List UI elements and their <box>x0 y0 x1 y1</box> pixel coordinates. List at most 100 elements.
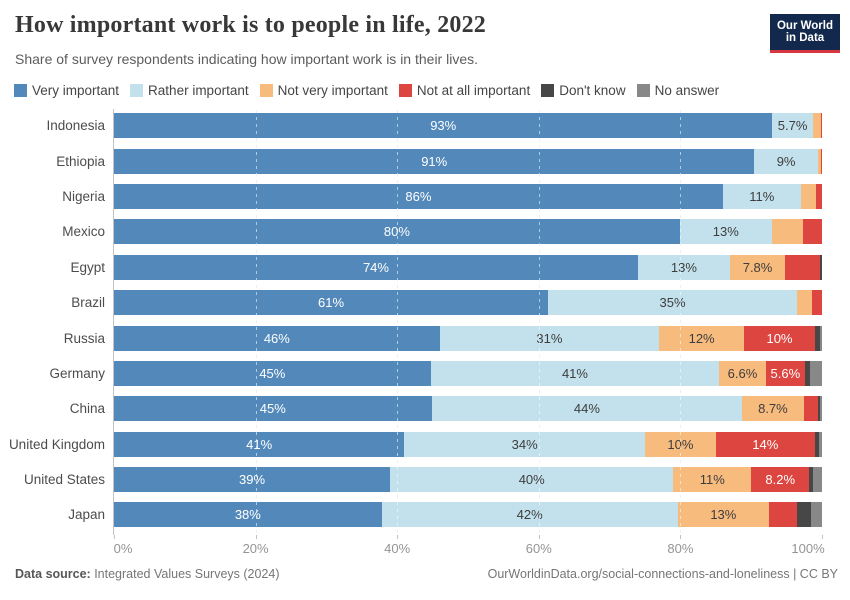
y-axis-line <box>113 109 114 535</box>
legend-item-rather-important[interactable]: Rather important <box>130 83 249 98</box>
segment-value-label: 41% <box>246 436 273 452</box>
segment-don-t-know[interactable] <box>796 502 812 528</box>
segment-rather-important[interactable]: 13% <box>679 219 772 245</box>
segment-not-very-important[interactable]: 10% <box>644 431 716 457</box>
segment-very-important[interactable]: 93% <box>114 113 773 139</box>
segment-value-label: 46% <box>263 330 290 346</box>
segment-not-at-all-important[interactable] <box>812 290 822 316</box>
segment-not-very-important[interactable] <box>800 183 817 209</box>
legend-swatch-very-important <box>14 84 27 97</box>
segment-not-very-important[interactable]: 13% <box>677 502 770 528</box>
segment-not-very-important[interactable]: 8.7% <box>742 396 804 422</box>
segment-don-t-know[interactable] <box>814 325 820 351</box>
segment-not-very-important[interactable] <box>812 113 821 139</box>
segment-don-t-know[interactable] <box>805 360 810 386</box>
segment-rather-important[interactable]: 9% <box>754 148 818 174</box>
segment-not-very-important[interactable]: 7.8% <box>729 254 786 280</box>
segment-value-label: 44% <box>573 401 600 417</box>
chart-row-nigeria: Nigeria 86% 11% <box>0 179 850 214</box>
segment-rather-important[interactable]: 13% <box>637 254 730 280</box>
segment-value-label: 34% <box>511 436 538 452</box>
owid-logo[interactable]: Our World in Data <box>770 14 840 53</box>
segment-very-important[interactable]: 41% <box>114 431 405 457</box>
legend-item-don-t-know[interactable]: Don't know <box>541 83 626 98</box>
segment-value-label: 91% <box>421 153 448 169</box>
segment-not-at-all-important[interactable] <box>803 396 818 422</box>
segment-not-very-important[interactable]: 12% <box>659 325 745 351</box>
segment-value-label: 80% <box>383 224 410 240</box>
segment-very-important[interactable]: 80% <box>114 219 680 245</box>
segment-rather-important[interactable]: 5.7% <box>772 113 813 139</box>
segment-not-at-all-important[interactable] <box>816 183 822 209</box>
country-label: Germany <box>49 365 105 381</box>
segment-value-label: 13% <box>710 507 737 523</box>
segment-not-at-all-important[interactable]: 8.2% <box>751 467 810 493</box>
segment-don-t-know[interactable] <box>814 431 820 457</box>
segment-not-at-all-important[interactable] <box>785 254 820 280</box>
country-label: Ethiopia <box>56 153 105 169</box>
owid-url-license[interactable]: OurWorldinData.org/social-connections-an… <box>487 567 838 581</box>
country-label: Mexico <box>62 224 105 240</box>
chart-row-indonesia: Indonesia 93% 5.7% <box>0 108 850 143</box>
segment-not-at-all-important[interactable]: 10% <box>744 325 815 351</box>
segment-value-label: 11% <box>699 472 725 488</box>
segment-not-very-important[interactable]: 11% <box>673 467 752 493</box>
legend-item-not-very-important[interactable]: Not very important <box>259 83 388 98</box>
segment-no-answer[interactable] <box>819 325 822 351</box>
chart-rows: Indonesia 93% 5.7% Ethiopia 91% 9% Nigeria 86% 1… <box>0 108 850 533</box>
page-title: How important work is to people in life,… <box>15 12 486 38</box>
legend-label: Don't know <box>559 83 626 98</box>
segment-don-t-know[interactable] <box>809 467 814 493</box>
x-tick-label-0: 0% <box>113 541 133 556</box>
bar-egypt: 74% 13% 7.8% <box>114 254 822 280</box>
segment-value-label: 38% <box>234 507 261 523</box>
segment-value-label: 45% <box>259 401 286 417</box>
legend-swatch-no-answer <box>636 84 650 97</box>
segment-value-label: 31% <box>536 330 563 346</box>
segment-don-t-know[interactable] <box>819 254 822 280</box>
segment-very-important[interactable]: 39% <box>114 467 391 493</box>
segment-no-answer[interactable] <box>810 360 822 386</box>
segment-not-at-all-important[interactable] <box>820 148 822 174</box>
legend-item-no-answer[interactable]: No answer <box>636 83 719 98</box>
segment-not-very-important[interactable]: 6.6% <box>719 360 766 386</box>
segment-very-important[interactable]: 45% <box>114 360 431 386</box>
legend-item-very-important[interactable]: Very important <box>14 83 119 98</box>
segment-value-label: 39% <box>239 472 266 488</box>
x-tick-60 <box>538 535 540 539</box>
segment-very-important[interactable]: 91% <box>114 148 755 174</box>
segment-not-at-all-important[interactable] <box>769 502 797 528</box>
segment-very-important[interactable]: 86% <box>114 183 723 209</box>
segment-rather-important[interactable]: 41% <box>430 360 720 386</box>
segment-not-very-important[interactable] <box>771 219 803 245</box>
segment-no-answer[interactable] <box>819 396 822 422</box>
segment-rather-important[interactable]: 40% <box>390 467 674 493</box>
segment-very-important[interactable]: 38% <box>114 502 382 528</box>
segment-rather-important[interactable]: 35% <box>548 290 798 316</box>
segment-very-important[interactable]: 74% <box>114 254 638 280</box>
segment-not-at-all-important[interactable] <box>802 219 822 245</box>
segment-no-answer[interactable] <box>819 431 822 457</box>
bar-russia: 46% 31% 12% 10% <box>114 325 822 351</box>
legend-item-not-at-all-important[interactable]: Not at all important <box>398 83 530 98</box>
segment-not-very-important[interactable] <box>797 290 813 316</box>
x-tick-label-20: 20% <box>242 541 269 556</box>
segment-not-very-important[interactable] <box>817 148 821 174</box>
segment-not-at-all-important[interactable] <box>820 113 822 139</box>
segment-not-at-all-important[interactable]: 5.6% <box>765 360 806 386</box>
chart-row-ethiopia: Ethiopia 91% 9% <box>0 143 850 178</box>
segment-don-t-know[interactable] <box>817 396 820 422</box>
segment-no-answer[interactable] <box>813 467 822 493</box>
x-tick-label-40: 40% <box>384 541 411 556</box>
segment-very-important[interactable]: 61% <box>114 290 549 316</box>
segment-rather-important[interactable]: 34% <box>404 431 645 457</box>
segment-rather-important[interactable]: 31% <box>439 325 660 351</box>
segment-rather-important[interactable]: 11% <box>722 183 801 209</box>
segment-not-at-all-important[interactable]: 14% <box>715 431 815 457</box>
segment-very-important[interactable]: 45% <box>114 396 432 422</box>
segment-no-answer[interactable] <box>811 502 822 528</box>
segment-rather-important[interactable]: 44% <box>431 396 743 422</box>
segment-very-important[interactable]: 46% <box>114 325 440 351</box>
segment-rather-important[interactable]: 42% <box>381 502 678 528</box>
